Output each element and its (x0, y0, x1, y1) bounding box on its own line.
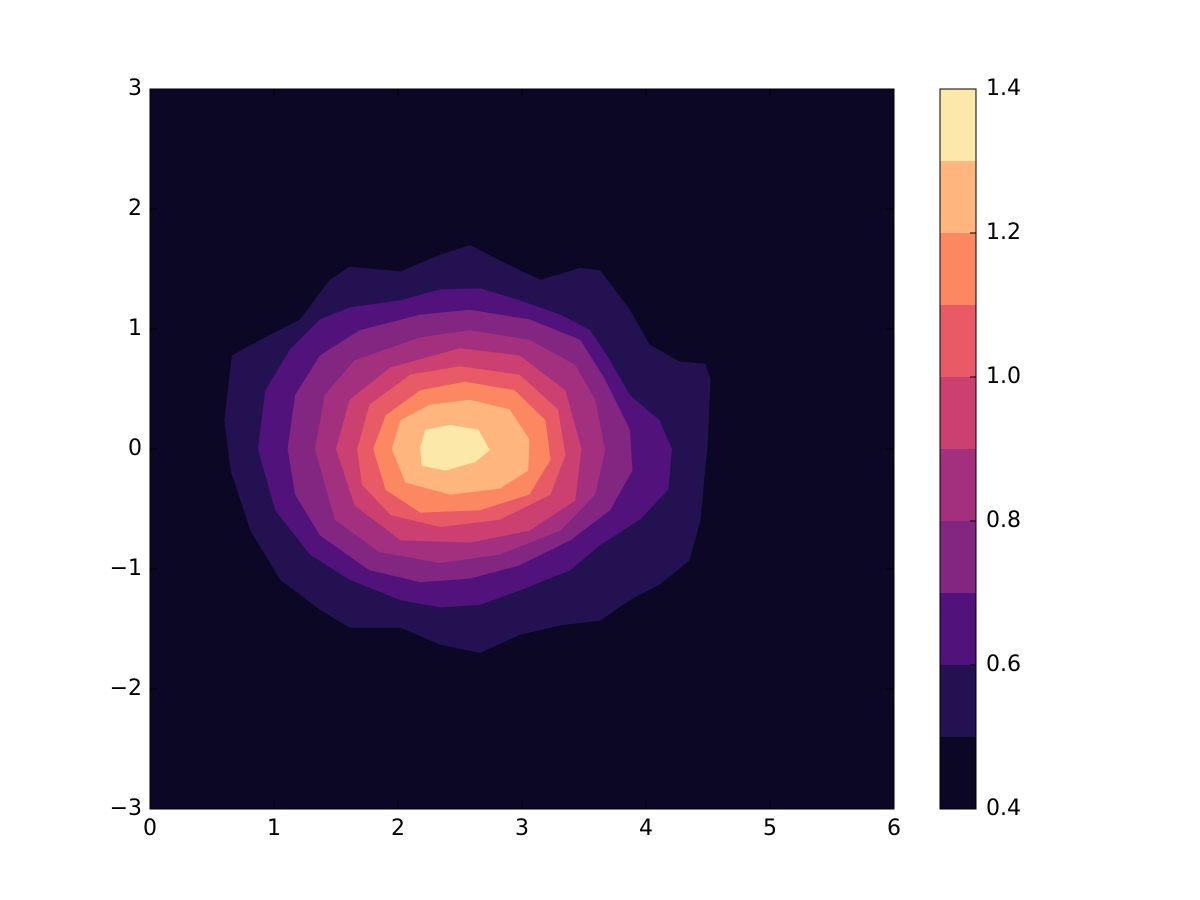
colorbar-band (940, 737, 976, 809)
x-tick-label: 0 (143, 816, 157, 841)
colorbar-band (940, 305, 976, 377)
x-tick-label: 6 (887, 816, 901, 841)
y-tick-label: 1 (128, 316, 142, 341)
y-tick-label: −3 (110, 796, 142, 821)
colorbar-band (940, 377, 976, 449)
colorbar-band (940, 161, 976, 233)
colorbar-tick-label: 0.4 (986, 796, 1021, 821)
colorbar-tick-label: 1.0 (986, 364, 1021, 389)
y-tick-label: 2 (128, 196, 142, 221)
y-tick-label: −2 (110, 676, 142, 701)
colorbar-band (940, 665, 976, 737)
contour-fill (420, 425, 490, 471)
colorbar-band (940, 521, 976, 593)
colorbar-frame (939, 88, 977, 810)
x-tick-label: 1 (267, 816, 281, 841)
colorbar-band (940, 89, 976, 161)
colorbar-band (940, 593, 976, 665)
colorbar-band (940, 449, 976, 521)
colorbar-band (940, 233, 976, 305)
x-tick-label: 5 (763, 816, 777, 841)
colorbar-tick-label: 0.8 (986, 508, 1021, 533)
y-tick-label: −1 (110, 556, 142, 581)
colorbar-tick-label: 1.2 (986, 220, 1021, 245)
y-tick-label: 0 (128, 436, 142, 461)
colorbar-tick-label: 0.6 (986, 652, 1021, 677)
colorbar-tick-label: 1.4 (986, 76, 1021, 101)
x-tick-label: 3 (515, 816, 529, 841)
x-tick-label: 2 (391, 816, 405, 841)
y-tick-label: 3 (128, 76, 142, 101)
x-tick-label: 4 (639, 816, 653, 841)
